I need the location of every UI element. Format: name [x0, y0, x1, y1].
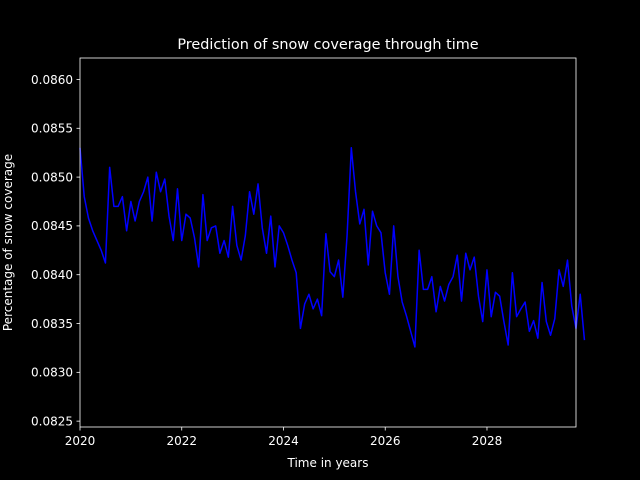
y-tick-label: 0.0835 [31, 317, 73, 331]
y-axis: 0.0825 0.0830 0.0835 0.0840 0.0845 0.0850 0.08… [31, 73, 80, 428]
x-tick-label: 2020 [65, 434, 96, 448]
series-line [79, 147, 586, 348]
y-tick-label: 0.0860 [31, 73, 73, 87]
x-tick-label: 2024 [268, 434, 299, 448]
x-axis-label: Time in years [287, 456, 369, 470]
y-tick-label: 0.0850 [31, 170, 73, 184]
y-tick-label: 0.0845 [31, 219, 73, 233]
y-tick-label: 0.0855 [31, 122, 73, 136]
y-tick-label: 0.0840 [31, 268, 73, 282]
x-tick-label: 2026 [370, 434, 401, 448]
plot-frame [79, 57, 577, 428]
y-tick-label: 0.0825 [31, 414, 73, 428]
x-tick-label: 2022 [166, 434, 197, 448]
chart-title: Prediction of snow coverage through time [177, 37, 478, 53]
x-tick-label: 2028 [472, 434, 503, 448]
x-axis: 2020 2022 2024 2026 2028 [65, 427, 503, 448]
y-axis-label: Percentage of snow coverage [1, 154, 15, 331]
y-tick-label: 0.0830 [31, 366, 73, 380]
